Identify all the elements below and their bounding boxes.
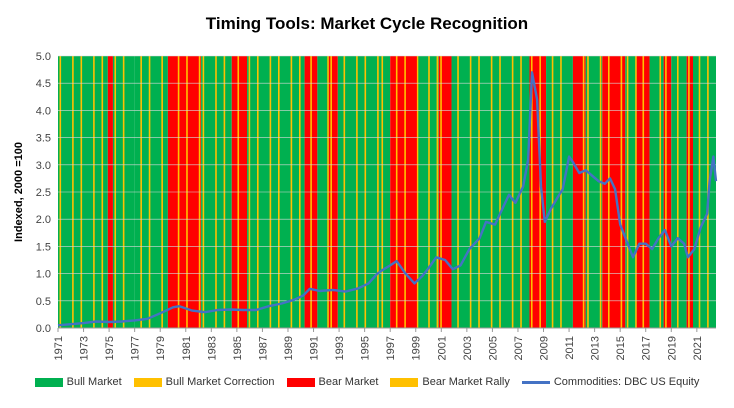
y-tick-label: 1.5 bbox=[36, 241, 51, 253]
x-tick-label: 1971 bbox=[53, 336, 65, 360]
x-tick-label: 2015 bbox=[615, 336, 627, 360]
x-tick-label: 2021 bbox=[692, 336, 704, 360]
x-tick-label: 1989 bbox=[283, 336, 295, 360]
chart-title: Timing Tools: Market Cycle Recognition bbox=[205, 14, 529, 33]
series-line-commodities bbox=[57, 71, 718, 327]
x-tick-label: 1997 bbox=[385, 336, 397, 360]
y-tick-label: 4.5 bbox=[36, 78, 51, 90]
legend: Bull Market Bull Market Correction Bear Ma… bbox=[0, 376, 734, 388]
y-tick-label: 2.5 bbox=[36, 187, 51, 199]
x-tick-label: 1977 bbox=[130, 336, 142, 360]
legend-item: Bull Market Correction bbox=[133, 376, 275, 388]
x-tick-label: 2003 bbox=[462, 336, 474, 360]
x-tick-label: 1983 bbox=[206, 336, 218, 360]
legend-color-swatch bbox=[390, 377, 419, 387]
legend-color-swatch bbox=[34, 377, 63, 387]
legend-label: Commodities: DBC US Equity bbox=[553, 376, 700, 388]
x-axis-ticks: 1971 1973 1975 1977 1979 1981 1983 1985 1987 1989… bbox=[53, 328, 704, 360]
x-tick-label: 1987 bbox=[257, 336, 269, 360]
y-tick-label: 0.5 bbox=[36, 296, 51, 308]
gridlines bbox=[58, 55, 716, 302]
series-layer bbox=[57, 71, 718, 327]
x-tick-label: 1985 bbox=[232, 336, 244, 360]
legend-color-swatch bbox=[133, 377, 162, 387]
x-tick-label: 2017 bbox=[641, 336, 653, 360]
x-tick-label: 1981 bbox=[181, 336, 193, 360]
x-tick-label: 2019 bbox=[666, 336, 678, 360]
legend-line-swatch bbox=[521, 380, 550, 384]
legend-item: Bear Market Rally bbox=[390, 376, 510, 388]
x-tick-label: 2011 bbox=[564, 336, 576, 360]
y-tick-label: 3.0 bbox=[36, 160, 51, 172]
legend-item: Bull Market bbox=[34, 376, 122, 388]
x-tick-label: 2007 bbox=[513, 336, 525, 360]
x-tick-label: 1973 bbox=[79, 336, 91, 360]
y-tick-label: 1.0 bbox=[36, 269, 51, 281]
x-tick-label: 1991 bbox=[309, 336, 321, 360]
x-tick-label: 2005 bbox=[487, 336, 499, 360]
y-tick-label: 5.0 bbox=[36, 51, 51, 63]
x-tick-label: 2001 bbox=[436, 336, 448, 360]
x-tick-label: 1999 bbox=[411, 336, 423, 360]
x-tick-label: 2009 bbox=[539, 336, 551, 360]
x-tick-label: 1995 bbox=[360, 336, 372, 360]
x-tick-label: 1979 bbox=[155, 336, 167, 360]
y-tick-label: 2.0 bbox=[36, 214, 51, 226]
x-tick-label: 1975 bbox=[104, 336, 116, 360]
legend-label: Bull Market Correction bbox=[165, 376, 275, 388]
legend-item: Commodities: DBC US Equity bbox=[521, 376, 700, 388]
y-tick-label: 3.5 bbox=[36, 133, 51, 145]
legend-color-swatch bbox=[286, 377, 315, 387]
legend-label: Bull Market bbox=[66, 376, 122, 388]
y-tick-label: 0.0 bbox=[36, 323, 51, 335]
x-tick-label: 2013 bbox=[590, 336, 602, 360]
legend-item: Bear Market bbox=[286, 376, 379, 388]
x-tick-label: 1993 bbox=[334, 336, 346, 360]
y-axis-ticks: 0.0 0.5 1.0 1.5 2.0 2.5 3.0 3.5 4.0 4.5 5.0 bbox=[36, 51, 51, 335]
y-axis-title: Indexed, 2000 =100 bbox=[13, 142, 25, 242]
y-tick-label: 4.0 bbox=[36, 105, 51, 117]
legend-label: Bear Market bbox=[318, 376, 379, 388]
legend-label: Bear Market Rally bbox=[422, 376, 510, 388]
